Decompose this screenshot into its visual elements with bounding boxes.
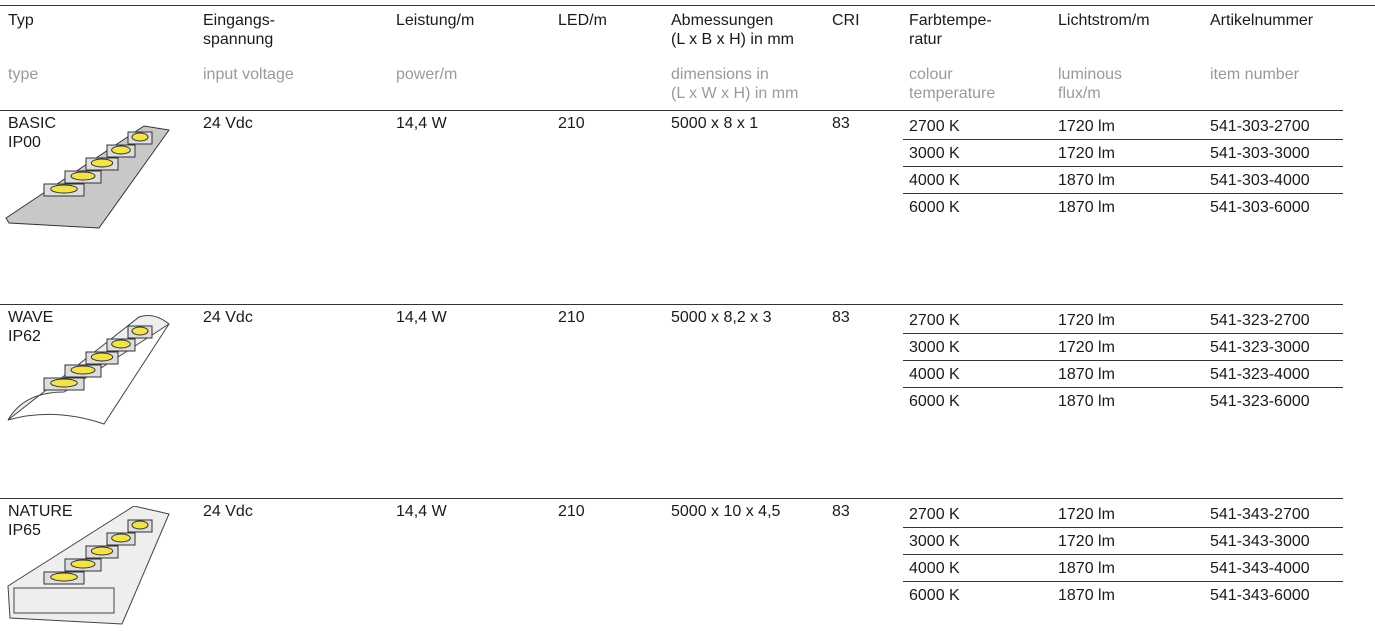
header-de: Artikelnummer (1210, 12, 1314, 29)
luminous-flux: 1870 lm (1058, 199, 1115, 216)
voltage: 24 Vdc (203, 503, 253, 520)
type-name: WAVE (8, 309, 54, 326)
header-de: CRI (832, 12, 860, 29)
header-de: LED/m (558, 12, 607, 29)
colour-temperature: 4000 K (909, 172, 960, 189)
header-de: Eingangs- spannung (203, 12, 276, 48)
header-en: input voltage (203, 66, 294, 83)
ip-rating: IP62 (8, 328, 41, 345)
product-image (7, 506, 170, 625)
power: 14,4 W (396, 115, 447, 132)
led: 210 (558, 115, 585, 132)
led: 210 (558, 309, 585, 326)
colour-temperature: 4000 K (909, 366, 960, 383)
item-number: 541-343-3000 (1210, 533, 1310, 550)
rule (903, 387, 1343, 388)
luminous-flux: 1720 lm (1058, 339, 1115, 356)
colour-temperature: 2700 K (909, 506, 960, 523)
dimensions: 5000 x 8,2 x 3 (671, 309, 772, 326)
product-image (7, 315, 170, 425)
dimensions: 5000 x 8 x 1 (671, 115, 759, 132)
product-image (5, 125, 170, 229)
item-number: 541-343-2700 (1210, 506, 1310, 523)
rule (903, 360, 1343, 361)
header-en: luminous flux/m (1058, 66, 1123, 102)
colour-temperature: 6000 K (909, 587, 960, 604)
led: 210 (558, 503, 585, 520)
item-number: 541-303-3000 (1210, 145, 1310, 162)
luminous-flux: 1720 lm (1058, 118, 1115, 135)
header-en: type (8, 66, 39, 83)
colour-temperature: 3000 K (909, 145, 960, 162)
colour-temperature: 2700 K (909, 118, 960, 135)
type-name: NATURE (8, 503, 73, 520)
rule (903, 333, 1343, 334)
rule (0, 5, 1375, 6)
luminous-flux: 1870 lm (1058, 393, 1115, 410)
item-number: 541-323-2700 (1210, 312, 1310, 329)
header-de: Farbtempe- ratur (909, 12, 992, 48)
header-en: power/m (396, 66, 458, 83)
luminous-flux: 1720 lm (1058, 312, 1115, 329)
rule (0, 304, 1343, 305)
item-number: 541-303-6000 (1210, 199, 1310, 216)
voltage: 24 Vdc (203, 309, 253, 326)
luminous-flux: 1870 lm (1058, 366, 1115, 383)
rule (0, 498, 1343, 499)
item-number: 541-323-6000 (1210, 393, 1310, 410)
ip-rating: IP00 (8, 134, 41, 151)
colour-temperature: 6000 K (909, 199, 960, 216)
cri: 83 (832, 309, 850, 326)
luminous-flux: 1720 lm (1058, 506, 1115, 523)
item-number: 541-323-4000 (1210, 366, 1310, 383)
rule (903, 166, 1343, 167)
power: 14,4 W (396, 503, 447, 520)
rule (903, 139, 1343, 140)
rule (0, 110, 1343, 111)
header-de: Typ (8, 12, 34, 29)
colour-temperature: 6000 K (909, 393, 960, 410)
header-de: Leistung/m (396, 12, 475, 29)
dimensions: 5000 x 10 x 4,5 (671, 503, 781, 520)
ip-rating: IP65 (8, 522, 41, 539)
item-number: 541-343-6000 (1210, 587, 1310, 604)
item-number: 541-303-2700 (1210, 118, 1310, 135)
luminous-flux: 1720 lm (1058, 533, 1115, 550)
colour-temperature: 2700 K (909, 312, 960, 329)
luminous-flux: 1870 lm (1058, 172, 1115, 189)
header-de: Lichtstrom/m (1058, 12, 1150, 29)
rule (903, 554, 1343, 555)
header-en: colour temperature (909, 66, 996, 102)
rule (903, 527, 1343, 528)
rule (903, 581, 1343, 582)
item-number: 541-323-3000 (1210, 339, 1310, 356)
luminous-flux: 1870 lm (1058, 560, 1115, 577)
power: 14,4 W (396, 309, 447, 326)
luminous-flux: 1720 lm (1058, 145, 1115, 162)
cri: 83 (832, 115, 850, 132)
header-en: item number (1210, 66, 1299, 83)
header-en: dimensions in (L x W x H) in mm (671, 66, 799, 102)
colour-temperature: 4000 K (909, 560, 960, 577)
colour-temperature: 3000 K (909, 339, 960, 356)
voltage: 24 Vdc (203, 115, 253, 132)
colour-temperature: 3000 K (909, 533, 960, 550)
rule (903, 193, 1343, 194)
type-name: BASIC (8, 115, 57, 132)
item-number: 541-303-4000 (1210, 172, 1310, 189)
item-number: 541-343-4000 (1210, 560, 1310, 577)
header-de: Abmessungen (L x B x H) in mm (671, 12, 794, 48)
luminous-flux: 1870 lm (1058, 587, 1115, 604)
cri: 83 (832, 503, 850, 520)
